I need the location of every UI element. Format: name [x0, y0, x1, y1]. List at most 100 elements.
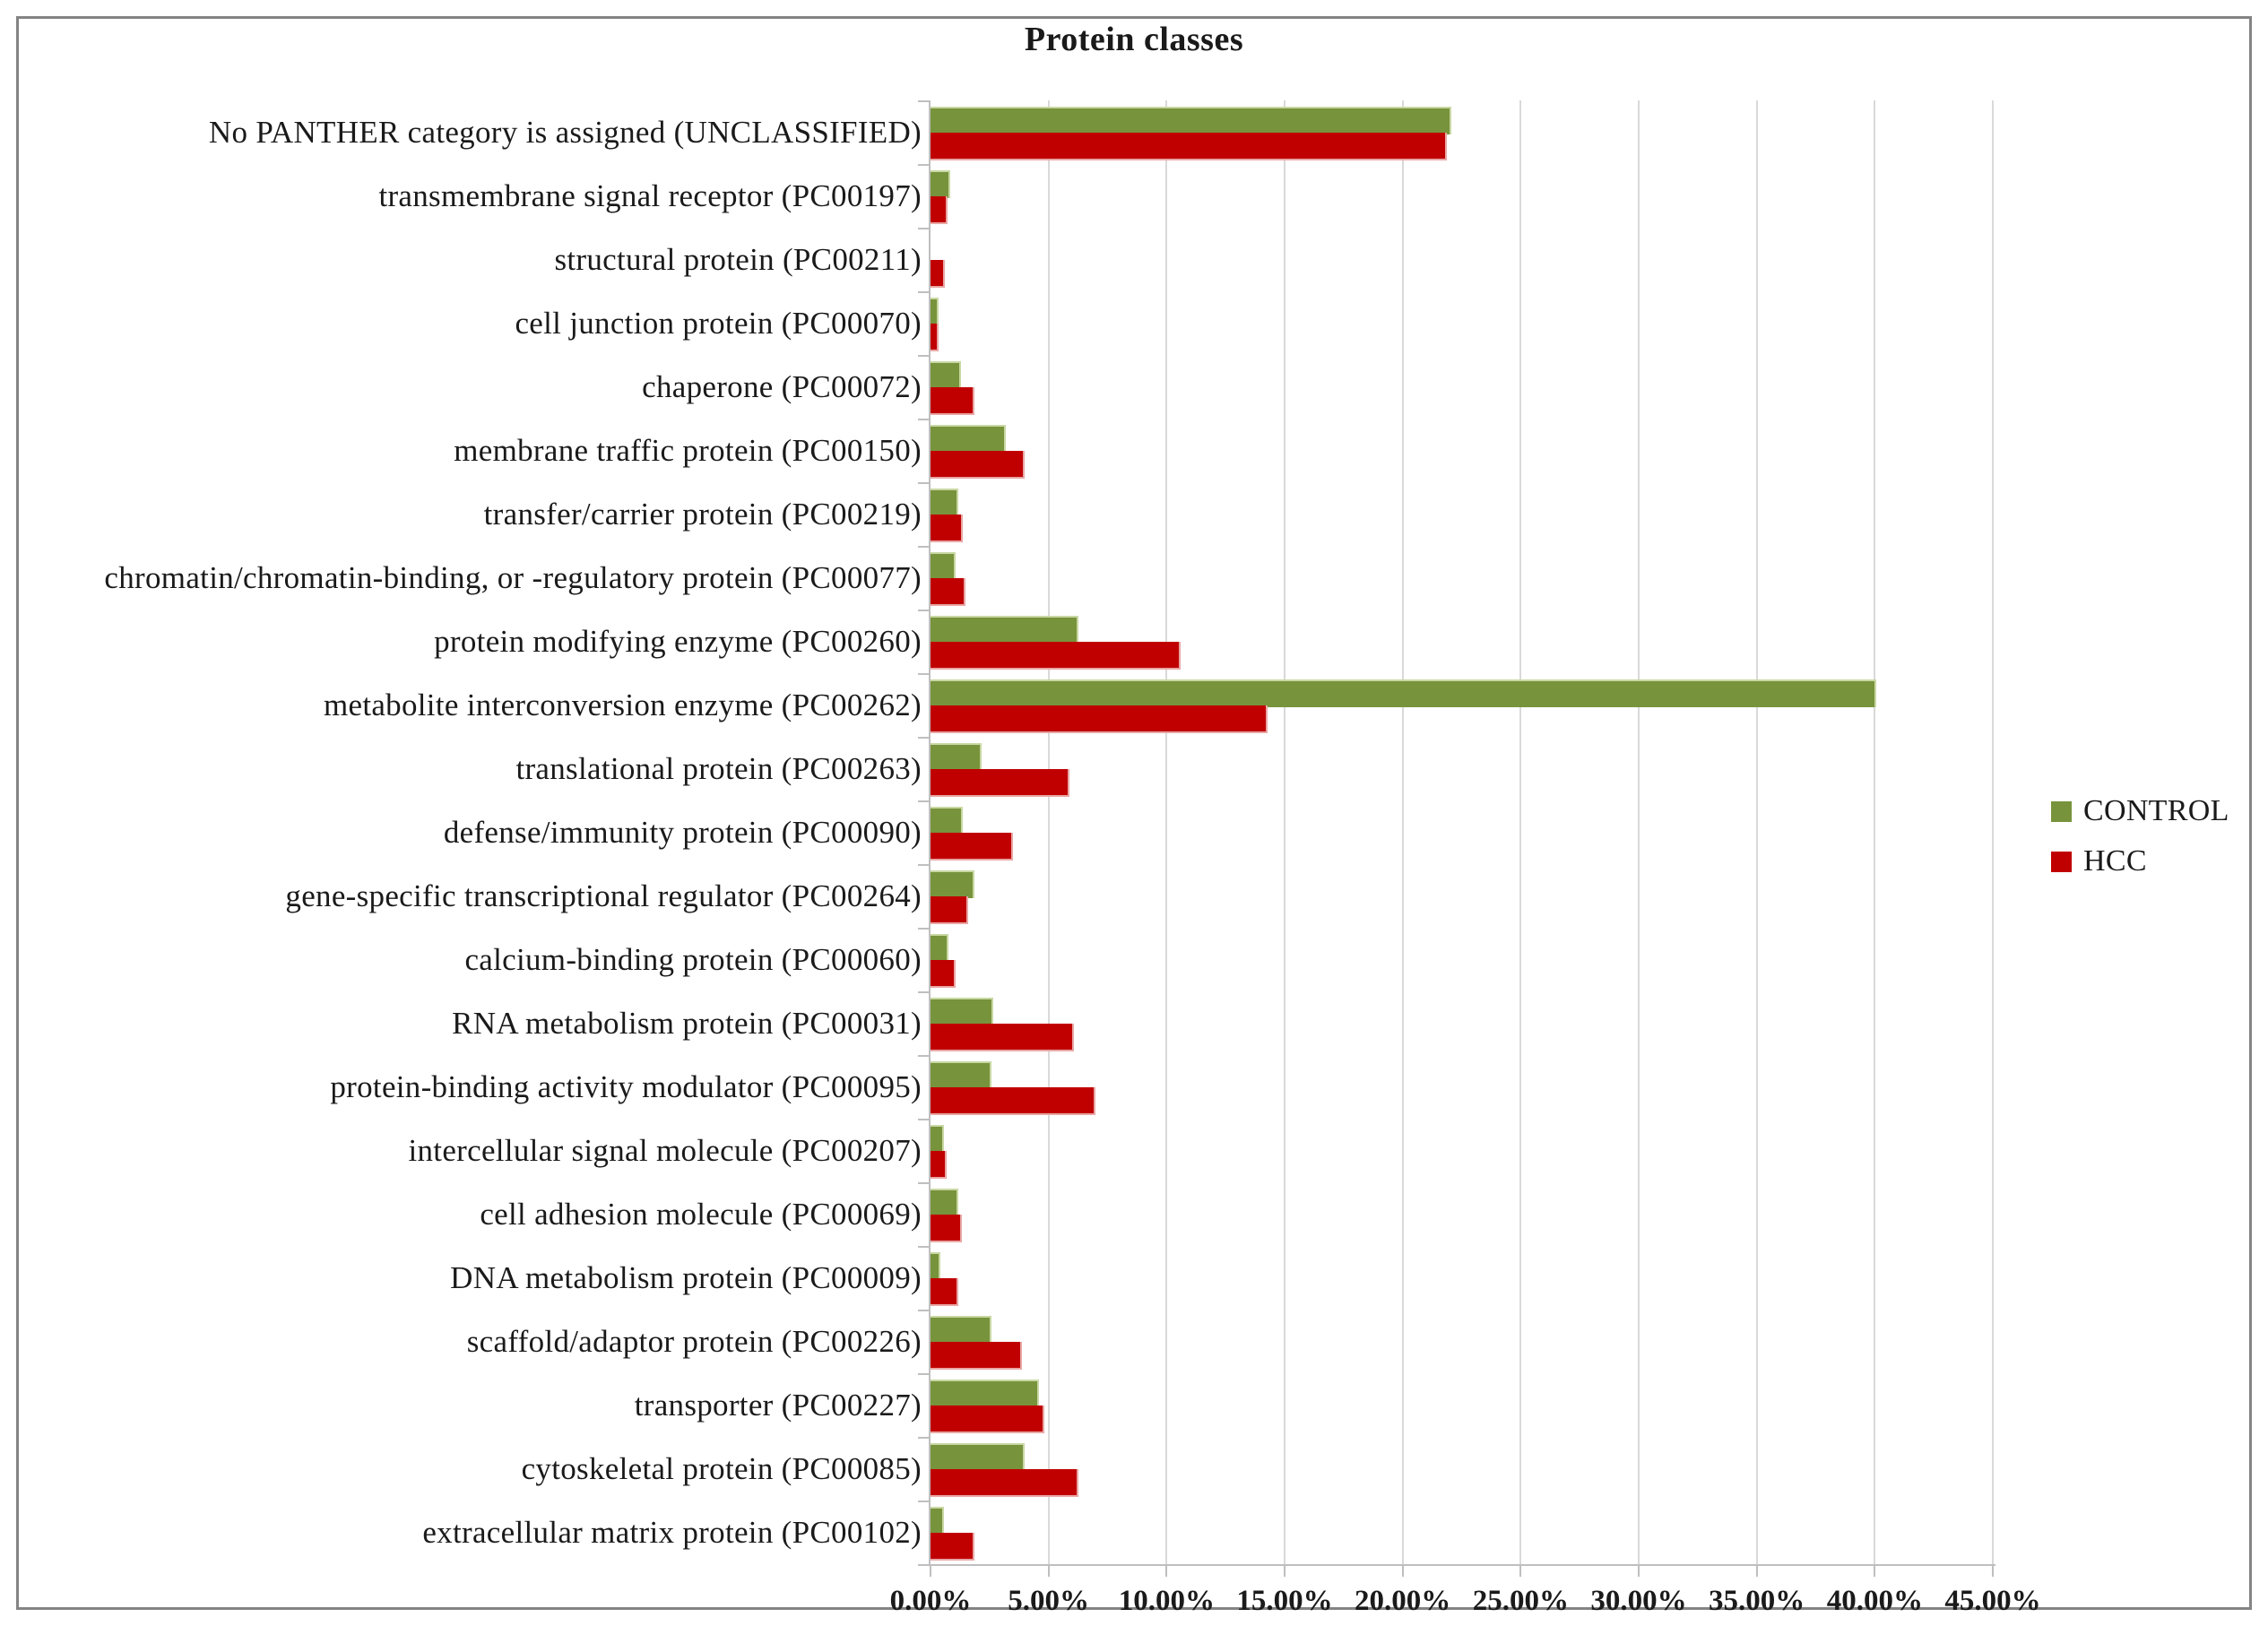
category-label: intercellular signal molecule (PC00207) [408, 1132, 922, 1168]
category-label: cytoskeletal protein (PC00085) [521, 1450, 922, 1486]
y-axis-tick [918, 355, 929, 357]
y-axis-tick [918, 1501, 929, 1502]
x-axis-tick-label: 35.00% [1709, 1585, 1805, 1617]
x-axis-line [920, 1564, 1995, 1566]
bar-row [931, 1501, 1993, 1564]
y-axis-tick [918, 1310, 929, 1311]
control-bar [931, 1061, 991, 1089]
y-axis-tick [918, 228, 929, 229]
x-axis-tick-label: 20.00% [1355, 1585, 1451, 1617]
bar-row [931, 100, 1993, 164]
x-axis-tick-label: 40.00% [1826, 1585, 1923, 1617]
hcc-bar [931, 260, 946, 288]
category-label: translational protein (PC00263) [515, 750, 922, 786]
x-axis-tick [1047, 1566, 1050, 1577]
y-axis-tick [918, 1055, 929, 1057]
category-label: transfer/carrier protein (PC00219) [483, 496, 922, 532]
hcc-bar [931, 1278, 958, 1306]
gridline [1401, 100, 1404, 1564]
x-axis-tick-label: 5.00% [1008, 1585, 1090, 1617]
category-label: calcium-binding protein (PC00060) [464, 941, 922, 977]
bar-row [931, 1055, 1993, 1119]
hcc-bar [931, 1405, 1045, 1433]
x-axis-tick-label: 0.00% [889, 1585, 972, 1617]
hcc-bar [931, 896, 968, 924]
control-bar [931, 1125, 945, 1153]
bar-row [931, 610, 1993, 673]
bar-row [931, 737, 1993, 800]
bar-row [931, 864, 1993, 928]
y-axis-tick [918, 864, 929, 866]
hcc-bar [931, 387, 975, 415]
hcc-bar [931, 1342, 1023, 1370]
control-bar [931, 870, 975, 898]
gridline [1992, 100, 1994, 1564]
bar-row [931, 291, 1993, 355]
legend-item-control: CONTROL [2051, 794, 2229, 828]
category-label: RNA metabolism protein (PC00031) [452, 1005, 922, 1041]
x-axis-tick-label: 45.00% [1944, 1585, 2041, 1617]
y-axis-tick [918, 991, 929, 993]
y-axis-tick [918, 1119, 929, 1120]
bar-row [931, 1437, 1993, 1501]
gridline [1755, 100, 1758, 1564]
gridline [1284, 100, 1285, 1564]
bar-row [931, 355, 1993, 419]
control-bar [931, 107, 1452, 134]
control-bar [931, 934, 949, 962]
category-label: transmembrane signal receptor (PC00197) [378, 177, 922, 213]
control-bar [931, 616, 1079, 644]
control-bar [931, 679, 1877, 707]
category-label: DNA metabolism protein (PC00009) [450, 1259, 922, 1295]
category-label: structural protein (PC00211) [554, 241, 922, 277]
bar-row [931, 228, 1993, 291]
bar-row [931, 1182, 1993, 1246]
bar-row [931, 1246, 1993, 1310]
y-axis-tick [918, 673, 929, 675]
hcc-bar [931, 1469, 1079, 1497]
y-axis-tick [918, 546, 929, 548]
hcc-bar [931, 769, 1069, 797]
legend-item-hcc: HCC [2051, 844, 2229, 878]
category-axis-labels: No PANTHER category is assigned (UNCLASS… [27, 100, 922, 1564]
y-axis-tick [918, 1182, 929, 1184]
y-axis-tick [918, 1437, 929, 1439]
y-axis-tick [918, 419, 929, 420]
control-bar [931, 1507, 945, 1535]
figure-frame [16, 16, 2252, 1610]
hcc-bar [931, 133, 1448, 160]
bar-rows [931, 100, 1993, 1564]
category-label: No PANTHER category is assigned (UNCLASS… [208, 114, 922, 150]
gridline [1165, 100, 1168, 1564]
hcc-bar [931, 642, 1181, 670]
x-axis-tick [1519, 1566, 1522, 1577]
legend-label-control: CONTROL [2083, 794, 2229, 827]
hcc-bar [931, 960, 957, 988]
x-axis-tick [930, 1566, 931, 1577]
y-axis-tick [918, 928, 929, 930]
category-label: scaffold/adaptor protein (PC00226) [466, 1323, 922, 1359]
hcc-bar [931, 324, 939, 351]
chart-title: Protein classes [1024, 21, 1244, 58]
x-axis-tick [1284, 1566, 1285, 1577]
control-bar [931, 1316, 991, 1344]
gridline [1874, 100, 1876, 1564]
x-axis-tick-labels: 0.00% 5.00% 10.00% 15.00% 20.00% 25.00% 30.00%… [0, 1585, 2268, 1624]
control-bar [931, 298, 939, 325]
control-bar [931, 1189, 958, 1216]
y-axis-tick [918, 482, 929, 484]
legend-label-hcc: HCC [2083, 844, 2147, 878]
category-label: membrane traffic protein (PC00150) [454, 432, 922, 468]
hcc-bar [931, 1151, 947, 1179]
control-swatch-icon [2051, 800, 2072, 822]
y-axis-tick [918, 1373, 929, 1375]
chart-area: No PANTHER category is assigned (UNCLASS… [0, 100, 2268, 1566]
gridline [1047, 100, 1050, 1564]
gridline [1638, 100, 1640, 1564]
x-axis-tick-label: 15.00% [1236, 1585, 1333, 1617]
control-bar [931, 425, 1006, 453]
hcc-bar [931, 1533, 975, 1561]
y-axis-tick [918, 1246, 929, 1248]
y-axis-tick [918, 164, 929, 166]
category-label: metabolite interconversion enzyme (PC002… [323, 687, 922, 722]
